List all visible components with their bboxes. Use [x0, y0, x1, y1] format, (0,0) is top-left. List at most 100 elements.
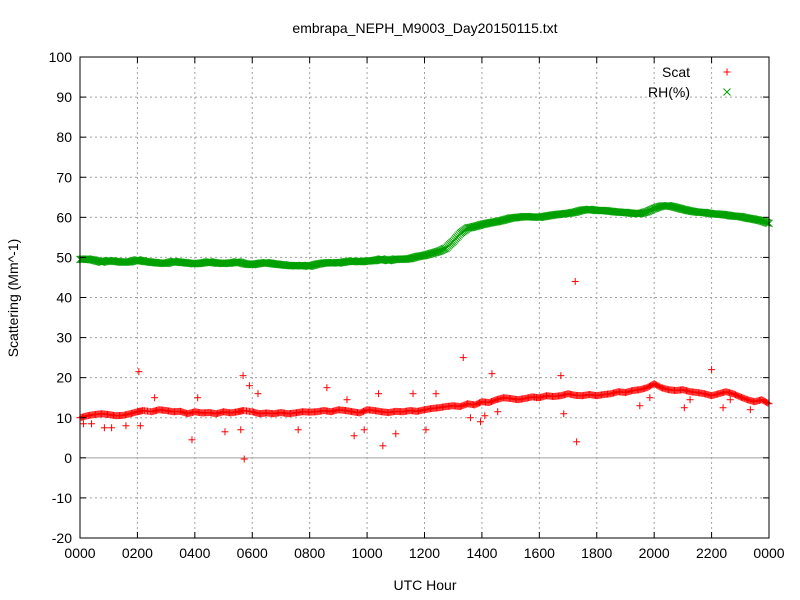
data-point: [137, 256, 145, 265]
x-tick-label: 1800: [581, 545, 612, 561]
data-point: [494, 408, 502, 416]
data-point: [422, 426, 430, 434]
data-point: [293, 261, 302, 270]
data-point: [194, 394, 202, 402]
y-tick-label: -20: [52, 530, 72, 546]
y-tick-label: -10: [52, 490, 72, 506]
data-point: [474, 221, 483, 230]
data-point: [639, 208, 648, 217]
chart-title: embrapa_NEPH_M9003_Day20150115.txt: [292, 20, 557, 36]
y-tick-label: 90: [56, 89, 72, 105]
data-point: [108, 424, 116, 432]
data-point: [79, 420, 87, 428]
data-point: [135, 368, 143, 376]
legend-marker-rh-glyph: [723, 88, 731, 96]
y-tick-label: 80: [56, 129, 72, 145]
data-point: [237, 258, 246, 267]
grid: [80, 57, 769, 538]
data-point: [237, 426, 245, 434]
x-tick-label: 0000: [753, 545, 784, 561]
tick-labels: -20 -10 0 10 20 30 40 50 60 70 80 90 100 0000 0200 0400…: [49, 49, 785, 561]
data-point: [157, 259, 166, 268]
x-tick-label: 0000: [64, 545, 95, 561]
x-tick-label: 2000: [639, 545, 670, 561]
y-tick-label: 60: [56, 209, 72, 225]
x-tick-label: 1400: [466, 545, 497, 561]
data-point: [659, 202, 668, 210]
legend-label-scat: Scat: [662, 64, 690, 80]
data-point: [87, 420, 95, 428]
data-point: [329, 258, 338, 267]
data-point: [481, 219, 490, 228]
data-point: [734, 392, 742, 400]
data-point: [417, 252, 425, 260]
y-tick-label: 100: [49, 49, 73, 65]
data-point: [432, 390, 440, 398]
y-axis-label: Scattering (Mm^-1): [5, 239, 21, 358]
data-point: [254, 390, 262, 398]
data-point: [636, 402, 644, 410]
data-point: [424, 250, 432, 259]
data-point: [361, 407, 369, 415]
legend: Scat RH(%): [648, 64, 731, 100]
data-point: [476, 418, 484, 426]
data-point: [394, 255, 403, 264]
data-point: [747, 214, 755, 223]
data-point: [731, 212, 740, 221]
data-point: [360, 426, 368, 434]
data-point: [761, 218, 770, 226]
data-point: [343, 396, 351, 404]
y-tick-label: 30: [56, 330, 72, 346]
x-tick-label: 0200: [122, 545, 153, 561]
y-tick-label: 70: [56, 169, 72, 185]
data-point: [350, 432, 358, 440]
data-point: [573, 438, 581, 446]
data-point: [695, 208, 704, 217]
data-point: [675, 204, 684, 213]
y-tick-label: 40: [56, 290, 72, 306]
data-point: [557, 372, 565, 380]
data-point: [754, 216, 763, 224]
data-point: [488, 218, 497, 227]
y-tick-label: 10: [56, 410, 72, 426]
data-point: [151, 394, 159, 402]
data-point: [560, 410, 568, 418]
data-point: [459, 354, 467, 362]
data-point: [719, 404, 727, 412]
data-point: [431, 248, 440, 257]
data-point: [409, 390, 417, 398]
x-tick-label: 1000: [352, 545, 383, 561]
series-rh: [76, 201, 773, 271]
data-point: [467, 223, 476, 232]
data-point: [496, 217, 504, 225]
data-point: [476, 399, 484, 407]
data-point: [686, 396, 694, 404]
data-point: [188, 436, 196, 444]
y-tick-label: 20: [56, 370, 72, 386]
data-point: [100, 424, 108, 432]
axis-ticks: [79, 56, 770, 539]
data-point: [481, 412, 489, 420]
data-point: [616, 208, 625, 217]
data-point: [239, 372, 247, 380]
data-point: [379, 442, 387, 450]
data-point: [488, 370, 496, 378]
x-axis-label: UTC Hour: [393, 577, 456, 593]
data-point: [409, 253, 418, 262]
data-point: [571, 277, 579, 285]
data-point: [726, 396, 734, 404]
data-point: [710, 210, 718, 218]
data-point: [682, 206, 691, 214]
data-point: [653, 203, 662, 212]
data-point: [655, 382, 663, 390]
data-point: [523, 212, 532, 221]
data-point: [322, 259, 331, 267]
x-tick-label: 0800: [294, 545, 325, 561]
legend-marker-scat: [723, 68, 731, 76]
data-point: [708, 366, 716, 374]
data-point: [466, 414, 474, 422]
legend-marker-rh: [723, 88, 731, 96]
data-point: [240, 455, 248, 463]
y-tick-label: 50: [56, 249, 72, 265]
